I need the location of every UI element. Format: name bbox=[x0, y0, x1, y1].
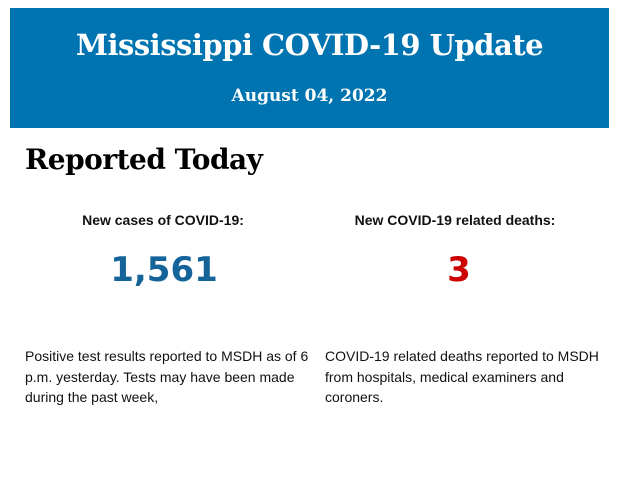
cases-description: Positive test results reported to MSDH a… bbox=[25, 348, 309, 405]
section-heading: Reported Today bbox=[25, 143, 263, 176]
new-deaths-value: 3 bbox=[447, 250, 471, 290]
new-cases-label: New cases of COVID-19: bbox=[82, 212, 244, 228]
deaths-description: COVID-19 related deaths reported to MSDH… bbox=[325, 348, 599, 405]
new-cases-value: 1,561 bbox=[110, 250, 218, 290]
header-banner: Mississippi COVID-19 Update August 04, 2… bbox=[10, 8, 609, 128]
new-deaths-label: New COVID-19 related deaths: bbox=[354, 212, 556, 228]
new-deaths-panel: New COVID-19 related deaths: 3 bbox=[325, 212, 605, 290]
page-title: Mississippi COVID-19 Update bbox=[75, 28, 544, 62]
new-cases-panel: New cases of COVID-19: 1,561 bbox=[25, 212, 305, 290]
report-date: August 04, 2022 bbox=[231, 86, 388, 106]
